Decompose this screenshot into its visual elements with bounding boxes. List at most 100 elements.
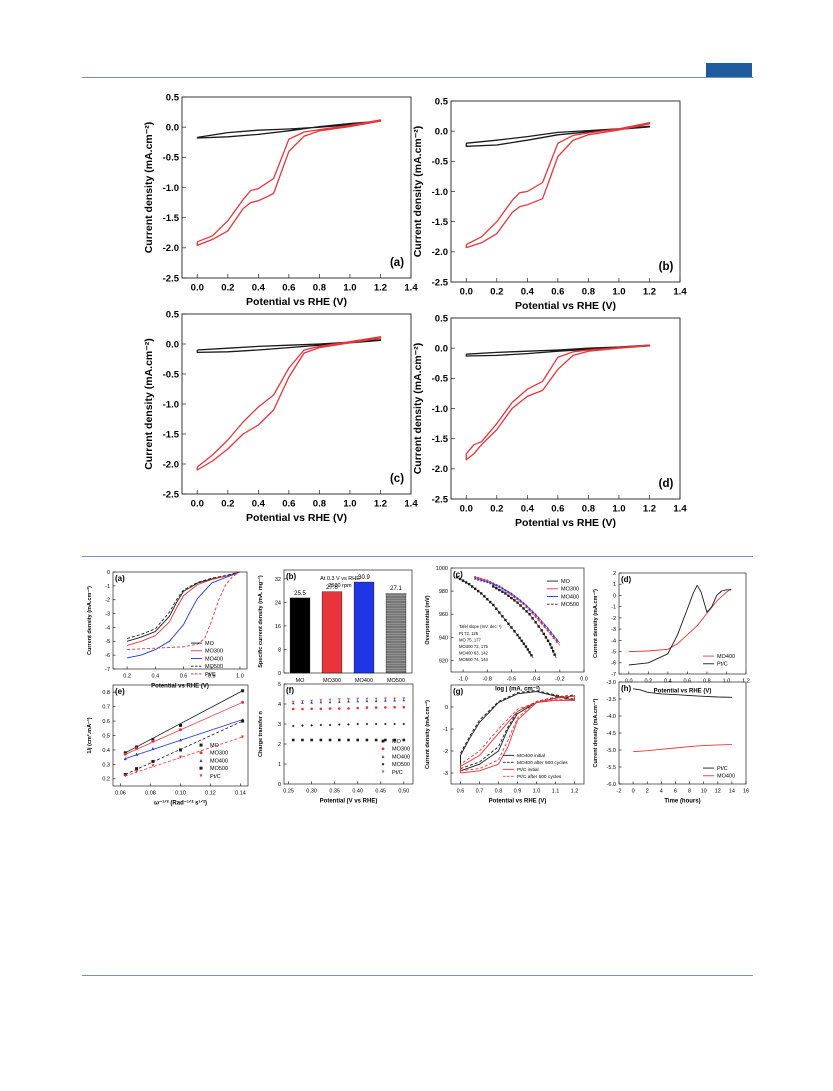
x-tick-label: 0.2: [490, 504, 503, 515]
data-point: [328, 707, 332, 710]
legend-label: MO500: [210, 766, 228, 772]
y-tick-label: -1.5: [432, 217, 449, 228]
x-tick-label: 1.0: [343, 499, 356, 510]
x-tick-label: 0.8: [313, 283, 326, 294]
data-point: [179, 728, 182, 732]
plot-frame: [618, 572, 747, 675]
y-tick-label: 980: [439, 589, 448, 595]
legend-label: Pt/C: [717, 766, 728, 772]
x-tick-label: -0.8: [483, 677, 492, 683]
legend-label: MO500: [392, 762, 410, 768]
data-point: [356, 738, 360, 742]
tafel-title: Tafel slope (mV. dec⁻¹): [459, 624, 502, 629]
x-tick-label: 1.2: [742, 679, 750, 685]
data-point: [347, 707, 350, 710]
y-tick-label: 8: [278, 647, 281, 653]
y-tick-label: 0: [613, 593, 616, 599]
series-line-mo: [126, 571, 241, 642]
data-point: [374, 706, 378, 709]
data-point: [356, 697, 360, 701]
y-tick-label: 0.0: [166, 122, 179, 133]
tafel-line: MO300 72, 175: [459, 644, 489, 649]
y-tick-label: -2: [105, 598, 110, 604]
data-point: [135, 770, 139, 774]
x-tick-label: 0.7: [476, 789, 484, 795]
x-tick-label: 4: [660, 789, 663, 795]
y-tick-label: 920: [439, 658, 448, 664]
x-tick-label: 1.2: [643, 287, 656, 298]
data-point: [356, 706, 360, 710]
x-axis-label: Time (hours): [664, 799, 700, 805]
data-point: [241, 719, 245, 723]
y-tick-label: -2: [611, 616, 616, 622]
data-point: [374, 699, 378, 703]
y-tick-label: 0.0: [166, 339, 179, 350]
plot-frame: [450, 100, 681, 283]
panel-label: (d): [621, 575, 632, 584]
data-point: [374, 697, 378, 701]
series-line-black-0: [196, 339, 382, 354]
y-axis-label: Current density (mA.cm⁻²): [592, 589, 599, 658]
y-tick-label: -7: [105, 667, 110, 673]
y-tick-label: -0.5: [432, 374, 449, 385]
legend-label: MO300: [392, 747, 410, 753]
y-tick-label: 0.6: [102, 719, 110, 725]
bar-value-label: 27.6: [326, 585, 338, 591]
panel-label: (d): [659, 478, 674, 490]
x-tick-label: 0.2: [221, 283, 234, 294]
y-tick-label: -2.0: [432, 247, 448, 258]
tafel-line: MO 75, 177: [459, 638, 482, 643]
chart-bot-a: 0.2 0.4 0.6 0.8 1.0 0 -1 -2 -3 -4 -5 -6 -7 Potential …: [86, 570, 248, 690]
y-tick-label: 3: [278, 722, 281, 728]
data-point: [384, 738, 387, 742]
x-tick-label: 0.0: [625, 679, 633, 685]
legend-label: MO400: [717, 654, 735, 660]
annotation-line-2: 2500 rpm: [328, 583, 352, 589]
data-point: [393, 698, 396, 702]
data-point: [151, 764, 155, 768]
y-tick-label: 0.0: [435, 343, 448, 354]
x-tick-label: MO500: [387, 678, 405, 684]
fit-line-mo500: [125, 720, 243, 775]
tafel-line: MO400 63, 142: [459, 651, 489, 656]
x-tick-label: 14: [729, 789, 735, 795]
legend-label: MO400: [210, 758, 228, 764]
x-tick-label: 0.50: [398, 789, 409, 795]
y-tick-label: -4: [611, 638, 616, 644]
chart-bot-h: -2 0 2 4 6 8 10 12 14 16 -3.0 -3.5 -4.0 -4.5 -5.0 -5.5 -…: [592, 680, 749, 805]
x-tick-label: 1.2: [374, 499, 387, 510]
y-tick-label: 0: [107, 570, 110, 576]
panel-label: (g): [453, 687, 464, 696]
x-tick-label: 1.0: [612, 287, 625, 298]
x-tick-label: 1.2: [643, 504, 656, 515]
y-tick-label: 32: [275, 577, 281, 583]
x-tick-label: 0.8: [582, 504, 595, 515]
data-point: [381, 747, 385, 751]
x-tick-label: 0.08: [145, 791, 156, 797]
data-point: [301, 738, 304, 742]
data-point: [402, 698, 406, 702]
data-point: [328, 698, 332, 702]
data-point: [347, 698, 350, 701]
x-tick-label: 0.6: [684, 679, 692, 685]
y-tick-label: -5: [611, 649, 616, 655]
x-tick-label: 0.35: [329, 789, 340, 795]
y-tick-label: 0.5: [435, 313, 449, 324]
data-point: [384, 697, 387, 701]
data-point: [328, 700, 332, 704]
series-line-pt-c: [127, 571, 241, 651]
series-line-mo: [456, 576, 534, 659]
legend-label: MO400: [392, 754, 410, 760]
chart-bot-c: -1.0 -0.8 -0.6 -0.4 -0.2 0.0 1000 980 960 940 920 l…: [425, 566, 588, 693]
data-point: [179, 755, 182, 759]
x-tick-label: 0.2: [490, 287, 503, 298]
data-point: [179, 748, 182, 752]
x-tick-label: MO400: [355, 678, 373, 684]
y-tick-label: 24: [275, 600, 281, 606]
x-tick-label: 10: [701, 789, 707, 795]
x-tick-label: 0.12: [205, 791, 216, 797]
data-point: [328, 738, 332, 742]
x-tick-label: 0.4: [521, 287, 535, 298]
panel-label: (a): [390, 257, 404, 269]
data-point: [319, 707, 323, 711]
